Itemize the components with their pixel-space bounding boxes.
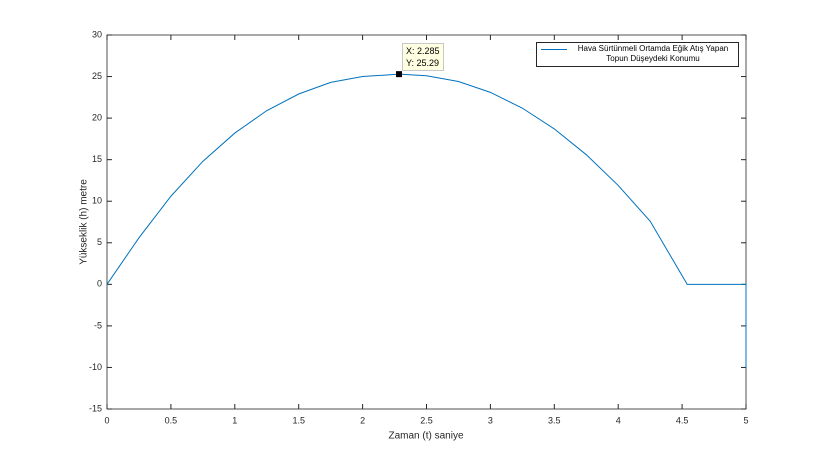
x-axis-label: Zaman (t) saniye	[388, 431, 463, 442]
datatip: X: 2.285 Y: 25.29	[402, 43, 444, 71]
plot-area	[107, 35, 746, 409]
datatip-x: X: 2.285	[406, 46, 440, 56]
legend-swatch	[541, 49, 567, 50]
x-tick-label: 1.5	[292, 415, 305, 425]
y-tick-label: 25	[92, 71, 102, 81]
datatip-marker	[396, 71, 403, 78]
datatip-y: Y: 25.29	[406, 58, 440, 68]
y-tick-label: 5	[97, 237, 102, 247]
x-tick-label: 0.5	[165, 415, 178, 425]
y-tick-label: -10	[89, 362, 102, 372]
x-tick-label: 3.5	[548, 415, 561, 425]
y-tick-label: 0	[97, 279, 102, 289]
y-tick-label: 20	[92, 112, 102, 122]
x-tick-label: 4.5	[676, 415, 689, 425]
y-tick-label: 15	[92, 154, 102, 164]
y-tick-label: -5	[94, 320, 102, 330]
x-tick-label: 2	[360, 415, 365, 425]
y-axis-label: Yükseklik (h) metre	[79, 179, 90, 265]
x-tick-label: 4	[616, 415, 621, 425]
x-tick-label: 1	[232, 415, 237, 425]
legend-label: Hava Sürtünmeli Ortamda Eğik Atış Yapan …	[577, 44, 729, 63]
y-tick-label: 10	[92, 196, 102, 206]
x-tick-label: 3	[488, 415, 493, 425]
y-tick-label: 30	[92, 29, 102, 39]
x-tick-label: 0	[104, 415, 109, 425]
x-tick-label: 5	[743, 415, 748, 425]
data-line	[106, 73, 747, 368]
y-tick-label: -15	[89, 403, 102, 413]
axes-box	[106, 34, 747, 410]
legend: Hava Sürtünmeli Ortamda Eğik Atış Yapan …	[536, 42, 739, 67]
x-tick-label: 2.5	[420, 415, 433, 425]
